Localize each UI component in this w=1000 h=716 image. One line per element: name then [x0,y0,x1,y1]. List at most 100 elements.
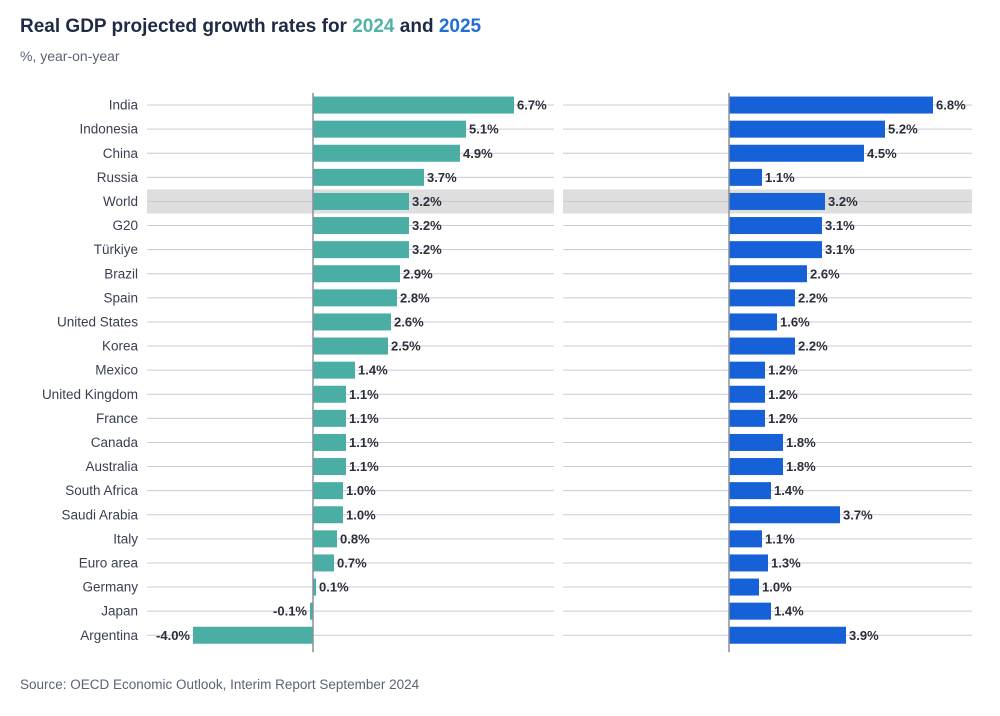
category-label: Italy [113,531,138,546]
bar-2025 [729,96,933,114]
value-label-2025: 1.2% [768,387,798,402]
bar-2024 [313,530,337,548]
value-label-2025: 3.2% [828,194,858,209]
bar-2024 [313,168,424,186]
value-label-2025: 1.1% [765,531,795,546]
value-label-2024: 5.1% [469,122,499,137]
category-label: Mexico [95,363,138,378]
value-label-2025: 3.1% [825,218,855,233]
bar-2024 [313,96,514,114]
category-label: Türkiye [94,242,138,257]
title-year-2024: 2024 [352,16,395,37]
bar-2025 [729,530,762,548]
bar-2025 [729,578,759,596]
bar-2025 [729,409,765,427]
value-label-2024: 1.1% [349,435,379,450]
bar-2025 [729,433,783,451]
value-label-2024: 0.1% [319,580,349,595]
value-label-2024: -0.1% [273,604,307,619]
bar-2025 [729,602,771,620]
bar-2025 [729,626,846,644]
source-note: Source: OECD Economic Outlook, Interim R… [20,677,420,692]
value-label-2024: 2.5% [391,339,421,354]
value-label-2025: 4.5% [867,146,897,161]
category-label: Spain [103,290,138,305]
title-and: and [394,16,439,37]
bar-2024 [313,120,466,138]
value-label-2025: 6.8% [936,98,966,113]
bar-2025 [729,289,795,307]
value-label-2025: 5.2% [888,122,918,137]
value-label-2024: 0.7% [337,555,367,570]
bar-2025 [729,265,807,283]
value-label-2024: 3.2% [412,218,442,233]
bar-2024 [193,626,313,644]
value-label-2025: 1.8% [786,435,816,450]
bar-2024 [313,409,346,427]
bar-2024 [313,433,346,451]
value-label-2024: 1.4% [358,363,388,378]
bar-2024 [313,554,334,572]
bar-2025 [729,482,771,500]
category-label: Euro area [79,555,139,570]
chart-title: Real GDP projected growth rates for 2024… [20,16,481,38]
value-label-2025: 1.2% [768,363,798,378]
value-label-2024: 1.1% [349,387,379,402]
bar-2025 [729,361,765,379]
value-label-2025: 1.8% [786,459,816,474]
value-label-2025: 1.1% [765,170,795,185]
category-label: Indonesia [79,122,138,137]
value-label-2025: 1.2% [768,411,798,426]
value-label-2024: 1.1% [349,411,379,426]
category-label: China [103,146,139,161]
value-label-2025: 2.6% [810,266,840,281]
bar-2024 [313,385,346,403]
value-label-2025: 3.7% [843,507,873,522]
bar-2024 [313,241,409,259]
title-year-2025: 2025 [438,16,482,37]
bar-2024 [313,361,355,379]
value-label-2025: 1.4% [774,604,804,619]
category-label: United Kingdom [42,387,138,402]
category-label: Germany [82,580,138,595]
bar-2025 [729,337,795,355]
value-label-2025: 3.9% [849,628,879,643]
value-label-2025: 1.6% [780,314,810,329]
bar-2025 [729,144,864,162]
value-label-2024: 1.0% [346,507,376,522]
bar-2024 [313,337,388,355]
bar-2025 [729,458,783,476]
bar-2025 [729,168,762,186]
bar-2025 [729,385,765,403]
bar-2024 [310,602,313,620]
value-label-2024: 3.2% [412,242,442,257]
value-label-2024: 1.0% [346,483,376,498]
category-label: South Africa [65,483,138,498]
category-label: Japan [101,604,138,619]
bar-2025 [729,313,777,331]
value-label-2025: 3.1% [825,242,855,257]
bar-2024 [313,578,316,596]
value-label-2024: 3.7% [427,170,457,185]
category-label: Canada [91,435,139,450]
category-label: G20 [112,218,138,233]
value-label-2024: -4.0% [156,628,190,643]
category-label: Russia [97,170,139,185]
value-label-2024: 2.6% [394,314,424,329]
value-label-2024: 4.9% [463,146,493,161]
chart-subtitle: %, year-on-year [20,48,120,64]
bar-2025 [729,120,885,138]
value-label-2024: 3.2% [412,194,442,209]
value-label-2024: 1.1% [349,459,379,474]
category-label: Korea [102,339,139,354]
bar-2024 [313,313,391,331]
category-label: France [96,411,138,426]
bar-2025 [729,217,822,235]
value-label-2024: 0.8% [340,531,370,546]
bar-2025 [729,241,822,259]
bar-2024 [313,289,397,307]
category-label: United States [57,314,138,329]
bar-2025 [729,554,768,572]
bar-2025 [729,506,840,524]
